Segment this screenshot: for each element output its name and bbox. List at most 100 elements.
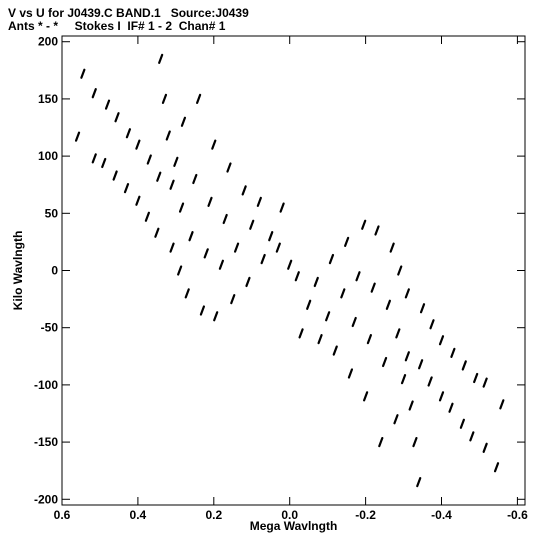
data-point <box>493 462 500 473</box>
data-point <box>275 242 281 253</box>
data-point <box>104 99 111 110</box>
data-point <box>378 436 384 448</box>
data-point <box>438 391 445 402</box>
data-point <box>298 328 304 339</box>
data-point <box>408 400 414 411</box>
data-point <box>144 211 150 222</box>
plot-frame <box>61 35 526 506</box>
y-tick-label: -100 <box>34 378 58 392</box>
data-point <box>418 359 424 370</box>
data-point <box>355 271 361 282</box>
data-point <box>188 231 194 242</box>
data-point <box>393 414 399 425</box>
data-point <box>245 276 251 288</box>
y-tick-label: 150 <box>38 92 58 106</box>
data-point <box>169 242 175 253</box>
data-point <box>279 202 285 213</box>
x-tick-label: 0.0 <box>281 508 298 522</box>
data-point <box>177 265 183 276</box>
data-point <box>344 236 350 248</box>
data-point <box>419 303 426 314</box>
data-point <box>207 196 213 207</box>
data-point <box>404 288 410 299</box>
data-point <box>218 259 224 270</box>
data-point <box>249 219 255 230</box>
data-point <box>482 442 488 453</box>
y-tick-label: -200 <box>34 492 58 506</box>
data-point <box>268 231 274 242</box>
data-point <box>91 153 97 164</box>
data-point <box>135 139 141 150</box>
x-tick-label: 0.2 <box>205 508 222 522</box>
chart-title: V vs U for J0439.C BAND.1 Source:J0439 <box>8 6 249 20</box>
data-point <box>230 293 236 305</box>
x-tick-label: -0.6 <box>507 508 528 522</box>
y-tick-label: 0 <box>51 264 58 278</box>
data-point <box>146 154 152 165</box>
data-point <box>317 334 323 345</box>
data-point <box>226 162 232 173</box>
data-point <box>397 265 403 276</box>
data-point <box>363 391 369 402</box>
x-axis-ticks: 0.6 0.4 0.2 0.0 -0.2 -0.4 -0.6 <box>54 36 528 522</box>
x-tick-label: -0.4 <box>431 508 452 522</box>
data-point <box>416 477 422 488</box>
data-point <box>469 431 475 442</box>
data-point <box>213 311 219 322</box>
data-point <box>135 195 141 206</box>
y-axis-ticks: 200 150 100 50 0 -50 -100 -150 -200 <box>34 35 525 506</box>
data-point <box>192 173 198 185</box>
data-point <box>287 259 293 270</box>
data-point <box>499 399 505 410</box>
data-point <box>101 157 107 169</box>
x-axis-label: Mega Wavlngth <box>250 519 338 533</box>
data-point <box>427 376 433 387</box>
data-point <box>114 112 120 123</box>
data-point <box>429 319 435 330</box>
data-point <box>125 128 132 139</box>
data-point <box>450 347 456 358</box>
data-point <box>211 139 217 150</box>
data-point <box>241 185 247 196</box>
data-point <box>80 68 86 79</box>
x-tick-label: 0.4 <box>130 508 147 522</box>
data-point <box>199 305 206 316</box>
data-point <box>222 213 228 225</box>
data-point <box>156 171 162 182</box>
data-point <box>256 196 262 207</box>
data-point <box>351 316 357 328</box>
data-point <box>400 374 407 385</box>
y-axis-label: Kilo Wavlngth <box>11 231 25 311</box>
y-tick-label: 100 <box>38 149 58 163</box>
data-point <box>404 351 410 362</box>
data-point <box>313 276 319 288</box>
x-tick-label: -0.2 <box>355 508 376 522</box>
data-point <box>395 328 401 339</box>
x-tick-label: 0.6 <box>54 508 71 522</box>
data-point <box>370 282 376 293</box>
data-point <box>165 130 171 141</box>
data-point <box>328 253 335 265</box>
data-point <box>169 179 175 190</box>
data-point <box>361 219 367 230</box>
data-point <box>385 299 391 310</box>
data-point <box>123 183 130 194</box>
data-point <box>306 299 312 310</box>
data-point <box>260 253 266 265</box>
data-point <box>381 356 388 368</box>
data-point <box>203 248 209 259</box>
data-point <box>294 271 300 282</box>
data-point <box>461 360 467 371</box>
data-point <box>332 345 338 356</box>
y-tick-label: 200 <box>38 35 58 49</box>
data-point <box>173 156 179 167</box>
data-point <box>412 436 418 448</box>
y-tick-label: -50 <box>41 321 59 335</box>
data-point <box>482 377 488 388</box>
data-points <box>74 53 505 488</box>
y-tick-label: -150 <box>34 435 58 449</box>
data-point <box>340 288 346 299</box>
data-point <box>91 88 97 99</box>
data-point <box>374 225 380 236</box>
